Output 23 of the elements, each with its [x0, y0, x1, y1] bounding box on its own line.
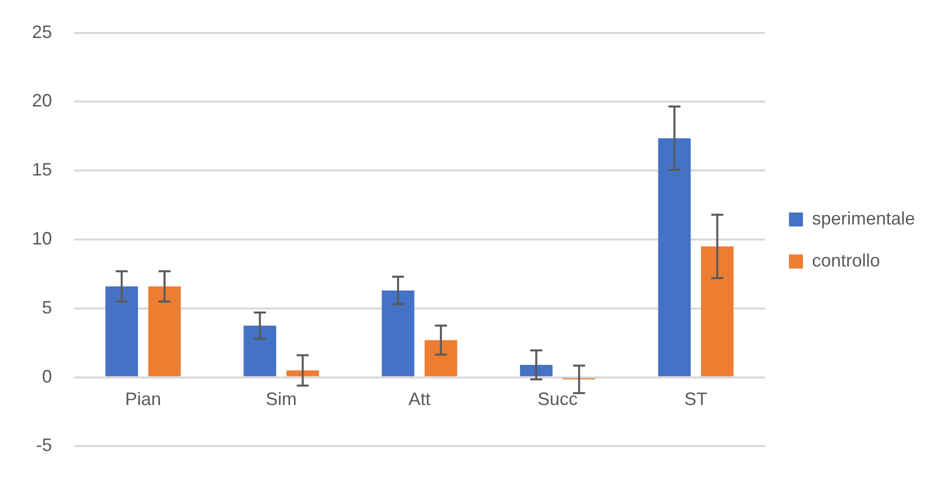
bar: [286, 370, 319, 376]
bar: [658, 138, 691, 376]
x-tick-label: Att: [408, 389, 430, 410]
x-tick-label: Succ: [538, 389, 578, 410]
y-tick-label: 10: [32, 228, 52, 248]
y-tick-label: 15: [32, 160, 52, 180]
y-tick-label: -5: [36, 435, 52, 456]
bar: [148, 286, 181, 376]
y-tick-label: 0: [42, 366, 52, 386]
legend-label: sperimentale: [812, 208, 916, 228]
x-tick-label: ST: [684, 389, 708, 410]
x-tick-label: Sim: [266, 389, 297, 410]
y-tick-label: 25: [32, 22, 52, 42]
bar: [700, 246, 734, 376]
x-tick-label: Pian: [125, 389, 162, 410]
legend-label: controllo: [812, 250, 880, 270]
y-tick-label: 20: [32, 90, 52, 111]
bar: [424, 340, 458, 376]
bar: [382, 290, 414, 376]
bar: [105, 286, 138, 376]
bar: [244, 326, 276, 376]
y-tick-label: 5: [42, 297, 52, 318]
bar: [520, 364, 553, 376]
